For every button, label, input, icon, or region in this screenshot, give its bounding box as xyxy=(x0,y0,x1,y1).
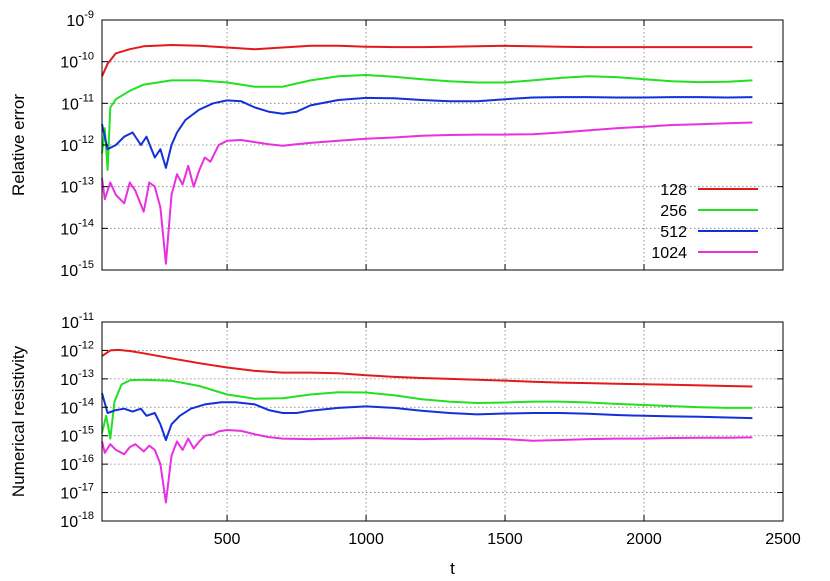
y-tick-label: 10-15 xyxy=(60,259,94,280)
series-line-512 xyxy=(101,392,753,441)
y-tick-label: 10-16 xyxy=(60,453,94,474)
legend-label-256: 256 xyxy=(660,203,687,220)
x-tick-label: 1500 xyxy=(487,531,523,548)
x-axis-label: t xyxy=(450,559,455,578)
y-tick-label: 10-12 xyxy=(60,339,94,360)
y-tick-label: 10-13 xyxy=(60,176,94,197)
legend: 128 256 512 1024 xyxy=(651,182,758,262)
series-line-1024 xyxy=(101,121,753,265)
y-tick-label: 10-14 xyxy=(60,217,94,238)
legend-label-1024: 1024 xyxy=(651,245,687,262)
x-tick-label: 2500 xyxy=(765,531,801,548)
y-tick-label: 10-13 xyxy=(60,368,94,389)
plot-frame xyxy=(101,321,784,522)
legend-label-512: 512 xyxy=(660,224,687,241)
series-line-256 xyxy=(101,74,753,171)
bottom-panel: 500 1000 1500 2000 2500 10-11 10-12 10-13 10-14 1… xyxy=(9,311,801,578)
y-tick-label: 10-11 xyxy=(61,311,94,332)
y-tick-label: 10-18 xyxy=(60,510,94,531)
series-line-256 xyxy=(101,378,753,440)
y-tick-label: 10-10 xyxy=(60,51,94,72)
y-tick-label: 10-12 xyxy=(60,134,94,155)
y-tick-label: 10-9 xyxy=(66,9,94,30)
y-tick-label: 10-14 xyxy=(60,396,94,417)
series-line-128 xyxy=(101,44,753,77)
y-axis-label: Relative error xyxy=(9,94,28,196)
top-panel: 10-9 10-10 10-11 10-12 10-13 10-14 10-15 Relati… xyxy=(9,9,784,280)
x-tick-label: 1000 xyxy=(348,531,384,548)
y-tick-label: 10-11 xyxy=(61,92,94,113)
y-tick-label: 10-17 xyxy=(60,482,94,503)
y-tick-label: 10-15 xyxy=(60,425,94,446)
y-axis-label: Numerical resistivity xyxy=(9,345,28,497)
series-line-512 xyxy=(101,96,753,169)
legend-label-128: 128 xyxy=(660,182,687,199)
x-tick-label: 500 xyxy=(214,531,241,548)
series-line-1024 xyxy=(101,429,753,504)
x-tick-label: 2000 xyxy=(626,531,662,548)
series-line-128 xyxy=(101,348,753,388)
